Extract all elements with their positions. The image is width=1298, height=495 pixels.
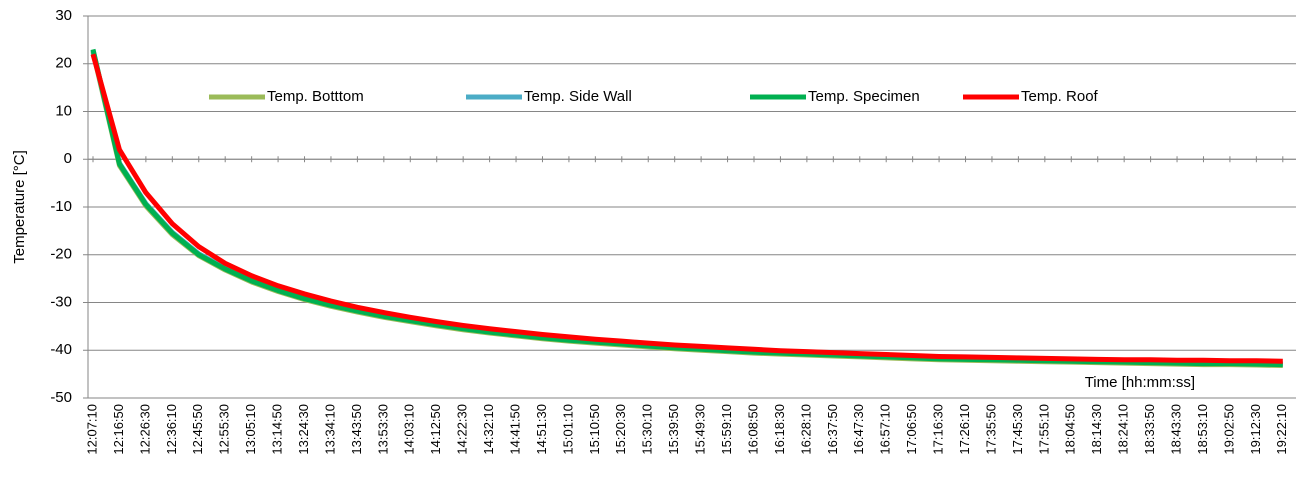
x-tick-label: 13:43:50 bbox=[349, 404, 364, 455]
y-tick-label: -50 bbox=[50, 389, 72, 406]
x-tick-label: 14:03:10 bbox=[402, 404, 417, 455]
y-tick-label: 0 bbox=[64, 150, 72, 167]
x-tick-label: 13:24:30 bbox=[296, 404, 311, 455]
x-tick-label: 15:10:50 bbox=[587, 404, 602, 455]
x-tick-label: 13:53:30 bbox=[375, 404, 390, 455]
x-tick-label: 18:33:50 bbox=[1142, 404, 1157, 455]
x-tick-label: 17:45:30 bbox=[1010, 404, 1025, 455]
x-tick-label: 16:18:30 bbox=[772, 404, 787, 455]
x-tick-label: 14:22:30 bbox=[455, 404, 470, 455]
x-tick-label: 17:06:50 bbox=[904, 404, 919, 455]
x-tick-label: 15:20:30 bbox=[613, 404, 628, 455]
x-axis-label: Time [hh:mm:ss] bbox=[1085, 374, 1195, 391]
x-tick-label: 13:14:50 bbox=[270, 404, 285, 455]
x-tick-label: 15:30:10 bbox=[640, 404, 655, 455]
x-tick-label: 12:16:50 bbox=[111, 404, 126, 455]
x-tick-label: 13:05:10 bbox=[243, 404, 258, 455]
y-tick-label: -10 bbox=[50, 198, 72, 215]
legend-label: Temp. Botttom bbox=[267, 88, 364, 105]
y-axis-label: Temperature [°C] bbox=[11, 150, 28, 264]
x-tick-label: 12:36:10 bbox=[164, 404, 179, 455]
x-tick-label: 18:24:10 bbox=[1116, 404, 1131, 455]
x-tick-label: 17:26:10 bbox=[957, 404, 972, 455]
legend-label: Temp. Specimen bbox=[808, 88, 920, 105]
x-tick-label: 14:12:50 bbox=[428, 404, 443, 455]
x-tick-label: 19:02:50 bbox=[1221, 404, 1236, 455]
x-tick-label: 14:51:30 bbox=[534, 404, 549, 455]
x-tick-label: 18:53:10 bbox=[1195, 404, 1210, 455]
x-tick-label: 17:16:30 bbox=[931, 404, 946, 455]
x-tick-label: 14:32:10 bbox=[481, 404, 496, 455]
y-tick-label: 20 bbox=[55, 55, 72, 72]
y-tick-label: 30 bbox=[55, 7, 72, 24]
x-tick-label: 18:43:30 bbox=[1168, 404, 1183, 455]
x-tick-label: 16:57:10 bbox=[878, 404, 893, 455]
x-tick-label: 16:28:10 bbox=[798, 404, 813, 455]
x-tick-label: 12:55:30 bbox=[217, 404, 232, 455]
x-tick-label: 14:41:50 bbox=[507, 404, 522, 455]
x-tick-label: 17:55:10 bbox=[1036, 404, 1051, 455]
x-tick-label: 18:14:30 bbox=[1089, 404, 1104, 455]
x-tick-label: 19:12:30 bbox=[1248, 404, 1263, 455]
y-tick-label: 10 bbox=[55, 102, 72, 119]
y-tick-label: -20 bbox=[50, 246, 72, 263]
x-tick-label: 15:01:10 bbox=[560, 404, 575, 455]
x-tick-label: 15:49:30 bbox=[693, 404, 708, 455]
x-tick-label: 17:35:50 bbox=[983, 404, 998, 455]
x-tick-label: 16:37:50 bbox=[825, 404, 840, 455]
x-tick-label: 12:26:30 bbox=[137, 404, 152, 455]
x-tick-label: 16:47:30 bbox=[851, 404, 866, 455]
x-tick-label: 12:07:10 bbox=[84, 404, 99, 455]
x-tick-label: 19:22:10 bbox=[1274, 404, 1289, 455]
x-tick-label: 15:59:10 bbox=[719, 404, 734, 455]
legend-label: Temp. Side Wall bbox=[524, 88, 632, 105]
x-tick-label: 18:04:50 bbox=[1063, 404, 1078, 455]
legend-label: Temp. Roof bbox=[1021, 88, 1099, 105]
x-tick-label: 13:34:10 bbox=[322, 404, 337, 455]
x-tick-label: 12:45:50 bbox=[190, 404, 205, 455]
y-tick-label: -30 bbox=[50, 293, 72, 310]
x-tick-label: 15:39:50 bbox=[666, 404, 681, 455]
series-line bbox=[90, 53, 1283, 364]
y-tick-label: -40 bbox=[50, 341, 72, 358]
x-tick-label: 16:08:50 bbox=[745, 404, 760, 455]
